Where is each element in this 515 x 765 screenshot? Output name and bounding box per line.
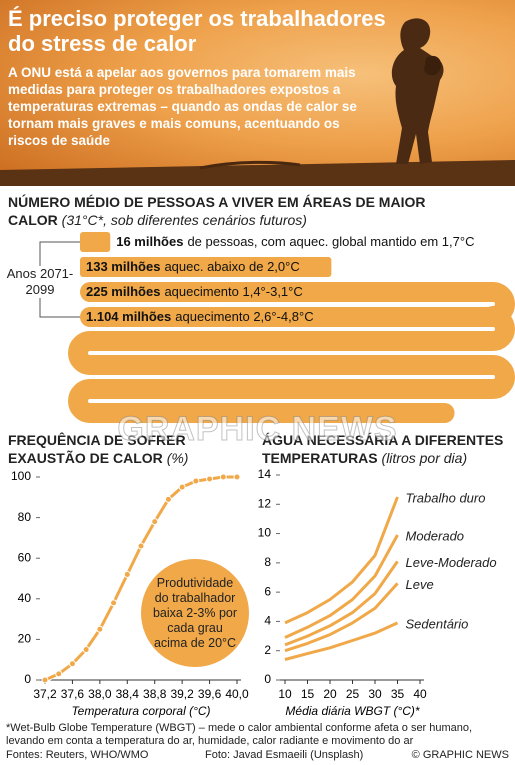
rope	[199, 160, 301, 170]
x-tick-label: 20	[323, 687, 337, 701]
series-label: Sedentário	[406, 616, 469, 631]
x-axis-label: Temperatura corporal (°C)	[71, 704, 210, 718]
y-tick-label: 6	[264, 584, 271, 598]
bar	[80, 232, 111, 252]
x-tick-label: 15	[301, 687, 315, 701]
x-tick-label: 40,0	[225, 687, 249, 701]
worker	[391, 18, 444, 164]
helmet	[424, 55, 442, 76]
x-tick-label: 40	[413, 687, 427, 701]
category-label: aquec. abaixo de 2,0°C	[164, 259, 299, 274]
x-tick-label: 25	[346, 687, 360, 701]
x-tick-label: 38,0	[88, 687, 112, 701]
bar-label: 133 milhões aquec. abaixo de 2,0°C	[86, 259, 300, 274]
value-label: 225 milhões	[86, 284, 160, 299]
y-tick-label: 10	[258, 526, 272, 540]
x-tick-label: 37,2	[33, 687, 57, 701]
line	[284, 621, 399, 661]
title: É preciso proteger os trabalhadores do s…	[8, 6, 386, 56]
sources: Fontes: Reuters, WHO/WMO	[6, 749, 149, 761]
line	[284, 582, 399, 653]
marker	[55, 670, 63, 678]
x-tick-label: 37,6	[61, 687, 85, 701]
y-tick-label: 80	[18, 510, 32, 524]
subtitle: A ONU está a apelar aos governos para to…	[8, 65, 357, 148]
marker	[178, 483, 186, 491]
series-label: Leve	[406, 577, 434, 592]
marker	[233, 473, 241, 481]
line	[284, 534, 399, 639]
chart2-title: ÁGUA NECESSÁRIA A DIFERENTES TEMPERATURA…	[262, 432, 504, 466]
line	[284, 496, 399, 625]
marker	[219, 473, 227, 481]
category-label: de pessoas, com aquec. global mantido em…	[187, 234, 474, 249]
x-tick-label: 39,6	[198, 687, 222, 701]
marker	[151, 518, 159, 526]
header-photo	[0, 0, 515, 186]
y-tick-label: 40	[18, 591, 32, 605]
chart2-units: (litros por dia)	[381, 450, 468, 466]
x-axis-label: Média diária WBGT (°C)*	[285, 704, 419, 718]
chart2-title-block: ÁGUA NECESSÁRIA A DIFERENTES TEMPERATURA…	[262, 431, 512, 467]
value-label: 1.104 milhões	[86, 309, 171, 324]
y-tick-label: 20	[18, 632, 32, 646]
copyright: © GRAPHIC NEWS	[411, 749, 509, 761]
marker	[192, 477, 200, 485]
annotation: Produtividade do trabalhador baixa 2-3% …	[141, 559, 249, 667]
bar-label: 1.104 milhões aquecimento 2,6°-4,8°C	[86, 309, 314, 324]
category-label: aquecimento 2,6°-4,8°C	[175, 309, 313, 324]
marker	[110, 599, 118, 607]
y-tick-label: 4	[264, 614, 271, 628]
y-tick-label: 12	[258, 496, 272, 510]
x-tick-label: 38,8	[143, 687, 167, 701]
marker	[96, 625, 104, 633]
roof	[0, 160, 515, 186]
marker	[41, 676, 49, 684]
series-label: Leve-Moderado	[406, 555, 497, 570]
value-label: 133 milhões	[86, 259, 160, 274]
bar-title-block: NÚMERO MÉDIO DE PESSOAS A VIVER EM ÁREAS…	[8, 193, 448, 229]
y-tick-label: 0	[264, 672, 271, 686]
watermark: GRAPHIC NEWS	[117, 410, 398, 449]
bar	[68, 307, 515, 423]
bar-label: 225 milhões aquecimento 1,4°-3,1°C	[86, 284, 303, 299]
footnote: *Wet-Bulb Globe Temperature (WBGT) – med…	[6, 722, 473, 747]
x-tick-label: 10	[278, 687, 292, 701]
marker	[206, 475, 214, 483]
bar-subtitle: (31°C*, sob diferentes cenários futuros)	[61, 212, 307, 228]
chart1-title: FREQUÊNCIA DE SOFRER EXAUSTÃO DE CALOR	[8, 432, 186, 466]
category-label: aquecimento 1,4°-3,1°C	[164, 284, 302, 299]
marker	[164, 495, 172, 503]
value-label: 16 milhões	[116, 234, 183, 249]
series-label: Moderado	[406, 528, 465, 543]
bar-label: 16 milhões de pessoas, com aquec. global …	[116, 234, 474, 249]
marker	[137, 542, 145, 550]
photo	[0, 18, 515, 186]
y-tick-label: 14	[258, 467, 272, 481]
y-tick-label: 100	[11, 469, 31, 483]
x-tick-label: 38,4	[116, 687, 140, 701]
chart1-units: (%)	[166, 450, 189, 466]
x-tick-label: 39,2	[170, 687, 194, 701]
y-tick-label: 8	[264, 555, 271, 569]
bar-title: NÚMERO MÉDIO DE PESSOAS A VIVER EM ÁREAS…	[8, 194, 426, 228]
x-tick-label: 30	[368, 687, 382, 701]
marker	[68, 660, 76, 668]
y-tick-label: 0	[24, 672, 31, 686]
marker	[123, 570, 131, 578]
marker	[82, 646, 90, 654]
y-tick-label: 2	[264, 643, 271, 657]
y-tick-label: 60	[18, 550, 32, 564]
bar	[80, 257, 332, 277]
series-label: Trabalho duro	[406, 490, 486, 505]
x-tick-label: 35	[391, 687, 405, 701]
chart1-title-block: FREQUÊNCIA DE SOFRER EXAUSTÃO DE CALOR (…	[8, 431, 248, 467]
photo-credit: Foto: Javad Esmaeili (Unsplash)	[205, 749, 364, 761]
line	[284, 560, 399, 647]
period-label: Anos 2071-2099	[4, 266, 76, 298]
